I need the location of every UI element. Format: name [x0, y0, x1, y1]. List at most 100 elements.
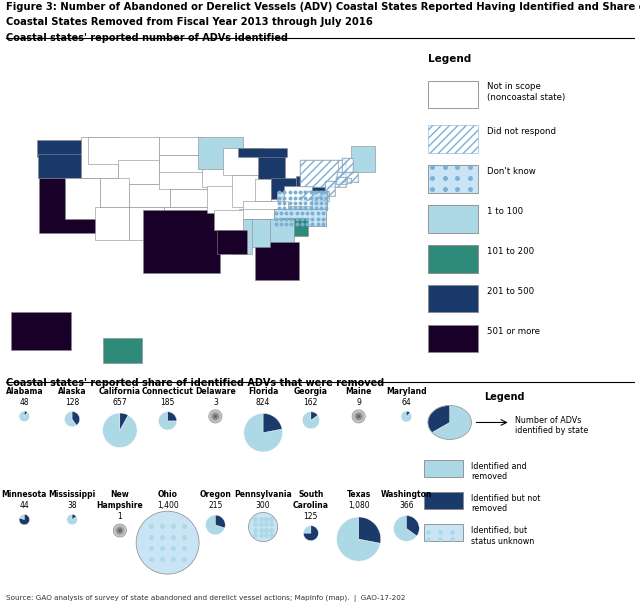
Text: Coastal states' reported number of ADVs identified: Coastal states' reported number of ADVs … — [6, 33, 289, 43]
Wedge shape — [401, 411, 412, 422]
Wedge shape — [113, 524, 126, 537]
Wedge shape — [353, 411, 364, 422]
Wedge shape — [428, 405, 450, 432]
Text: Mississippi: Mississippi — [49, 490, 96, 500]
Circle shape — [136, 511, 199, 574]
Bar — [277, 192, 327, 210]
Wedge shape — [209, 410, 221, 422]
Bar — [300, 160, 346, 186]
Bar — [428, 126, 477, 153]
Text: 64: 64 — [401, 398, 412, 407]
Wedge shape — [211, 412, 220, 421]
Wedge shape — [215, 515, 225, 528]
Wedge shape — [117, 527, 123, 534]
Bar — [336, 177, 347, 183]
Wedge shape — [353, 410, 365, 422]
Wedge shape — [119, 530, 120, 531]
Wedge shape — [205, 515, 225, 535]
Wedge shape — [116, 527, 124, 534]
Wedge shape — [209, 410, 221, 422]
Wedge shape — [118, 529, 121, 532]
Wedge shape — [358, 416, 359, 417]
Bar — [81, 137, 118, 178]
Wedge shape — [115, 526, 125, 535]
Text: 201 to 500: 201 to 500 — [487, 287, 534, 296]
Wedge shape — [116, 526, 124, 535]
Text: Hampshire: Hampshire — [97, 501, 143, 510]
Wedge shape — [24, 411, 28, 416]
Text: Ohio: Ohio — [157, 490, 177, 500]
Wedge shape — [118, 529, 122, 532]
Wedge shape — [118, 528, 122, 533]
Wedge shape — [102, 413, 137, 447]
Text: California: California — [99, 387, 141, 396]
Wedge shape — [352, 410, 365, 423]
Bar — [296, 176, 330, 191]
Wedge shape — [116, 527, 123, 534]
Bar — [249, 219, 270, 247]
Text: South: South — [298, 490, 324, 500]
Text: Legend: Legend — [484, 392, 525, 402]
Wedge shape — [19, 514, 24, 520]
Wedge shape — [116, 527, 124, 534]
Wedge shape — [215, 416, 216, 417]
Wedge shape — [432, 405, 472, 439]
Bar — [428, 285, 477, 313]
Bar — [274, 209, 326, 226]
Text: 657: 657 — [113, 398, 127, 407]
Bar — [324, 191, 328, 199]
Wedge shape — [72, 514, 76, 520]
Text: Coastal states' reported share of identified ADVs that were removed: Coastal states' reported share of identi… — [6, 378, 385, 387]
Bar — [324, 191, 328, 199]
Bar — [324, 181, 335, 196]
Text: 185: 185 — [161, 398, 175, 407]
Wedge shape — [354, 412, 364, 421]
Wedge shape — [358, 416, 359, 417]
Text: Maryland: Maryland — [386, 387, 427, 396]
Bar — [143, 210, 220, 273]
Text: 9: 9 — [356, 398, 361, 407]
Wedge shape — [356, 415, 360, 418]
Wedge shape — [212, 413, 219, 420]
Text: 44: 44 — [19, 501, 29, 510]
Wedge shape — [214, 416, 216, 417]
Wedge shape — [209, 410, 221, 422]
Bar — [129, 183, 170, 207]
Text: 3: 3 — [213, 398, 218, 407]
Bar — [159, 155, 203, 175]
Bar — [95, 207, 129, 240]
Bar — [337, 172, 358, 183]
Text: 300: 300 — [256, 501, 271, 510]
Bar — [198, 137, 243, 169]
Bar — [336, 177, 347, 183]
Wedge shape — [212, 413, 219, 419]
Wedge shape — [118, 528, 122, 533]
Wedge shape — [213, 414, 218, 419]
Wedge shape — [115, 525, 125, 536]
Text: 1: 1 — [118, 512, 122, 521]
Text: 1,080: 1,080 — [348, 501, 369, 510]
Text: 501 or more: 501 or more — [487, 327, 540, 336]
Wedge shape — [116, 526, 124, 535]
Bar — [230, 219, 252, 254]
Text: Maine: Maine — [346, 387, 372, 396]
Wedge shape — [214, 415, 217, 418]
Wedge shape — [115, 526, 125, 535]
Bar — [170, 189, 214, 207]
Wedge shape — [353, 410, 365, 422]
Wedge shape — [214, 415, 216, 418]
Wedge shape — [115, 526, 125, 535]
Bar — [279, 217, 308, 236]
Wedge shape — [114, 525, 125, 536]
Wedge shape — [355, 413, 363, 420]
Text: Don't know: Don't know — [487, 167, 536, 176]
Wedge shape — [19, 411, 29, 422]
Bar — [424, 524, 463, 541]
Wedge shape — [209, 410, 222, 423]
Bar — [129, 207, 164, 240]
Wedge shape — [116, 527, 123, 534]
Text: Alaska: Alaska — [58, 387, 86, 396]
Bar — [159, 137, 202, 155]
Text: Florida: Florida — [248, 387, 278, 396]
Wedge shape — [211, 412, 220, 421]
